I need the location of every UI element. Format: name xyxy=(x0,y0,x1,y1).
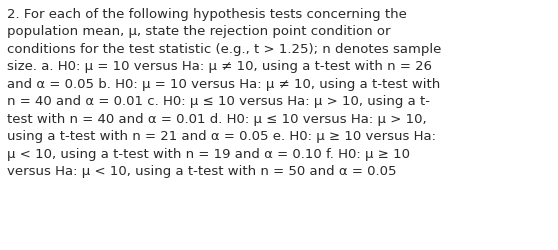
Text: 2. For each of the following hypothesis tests concerning the
population mean, μ,: 2. For each of the following hypothesis … xyxy=(7,8,441,177)
